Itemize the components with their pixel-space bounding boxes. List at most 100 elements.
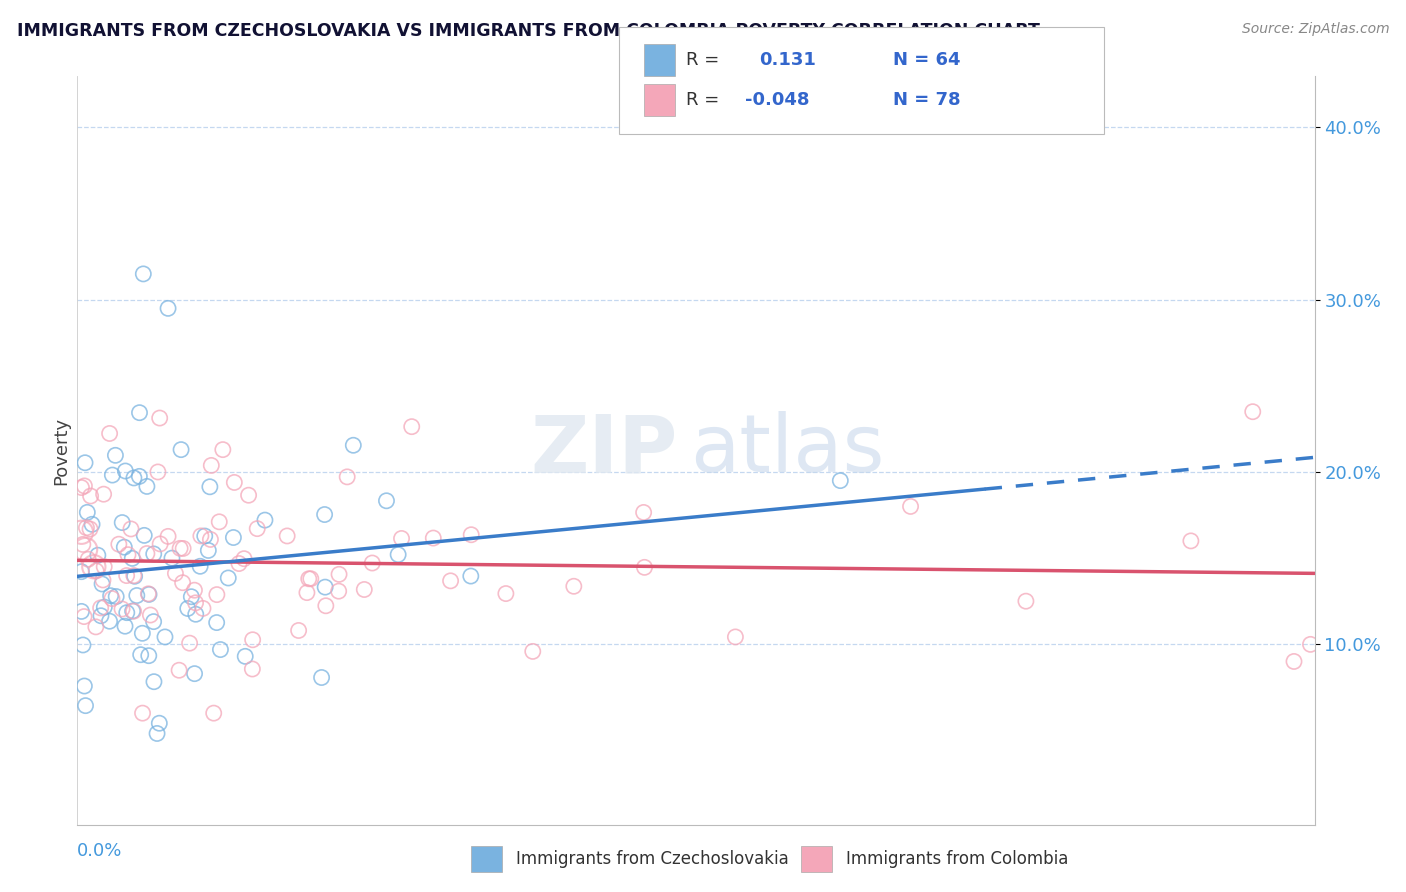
Point — [146, 726, 169, 740]
Point — [142, 615, 165, 629]
Text: 0.0%: 0.0% — [77, 841, 122, 860]
Point — [167, 663, 190, 677]
Point — [131, 626, 153, 640]
Point — [146, 465, 169, 479]
Point — [205, 615, 228, 630]
Point — [222, 531, 245, 545]
Point — [830, 474, 852, 488]
Point — [375, 493, 398, 508]
Point — [633, 560, 655, 574]
Point — [209, 642, 232, 657]
Point — [183, 666, 205, 681]
Point — [115, 568, 138, 582]
Point — [298, 572, 321, 586]
Point — [1299, 637, 1322, 651]
Point — [172, 575, 194, 590]
Point — [93, 600, 115, 615]
Point — [233, 649, 256, 664]
Point — [79, 489, 101, 503]
Point — [180, 590, 202, 604]
Point — [139, 607, 162, 622]
Point — [295, 585, 318, 599]
Point — [104, 448, 127, 462]
Point — [217, 571, 239, 585]
Point — [72, 638, 94, 652]
Point — [125, 589, 148, 603]
Point — [460, 569, 482, 583]
Point — [138, 587, 160, 601]
Point — [233, 551, 256, 566]
Text: R =: R = — [686, 91, 725, 109]
Point — [128, 469, 150, 483]
Point — [422, 531, 444, 545]
Point — [240, 662, 263, 676]
Point — [72, 537, 94, 551]
Point — [342, 438, 364, 452]
Point — [224, 475, 246, 490]
Point — [183, 583, 205, 598]
Point — [91, 577, 114, 591]
Point — [153, 630, 176, 644]
Point — [276, 529, 298, 543]
Point — [900, 500, 922, 514]
Point — [135, 479, 157, 493]
Text: -0.048: -0.048 — [745, 91, 810, 109]
Point — [93, 487, 115, 501]
Point — [177, 601, 200, 615]
Point — [314, 580, 336, 594]
Point — [198, 480, 221, 494]
Point — [121, 551, 143, 566]
Point — [211, 442, 233, 457]
Point — [76, 505, 98, 519]
Point — [132, 267, 155, 281]
Point — [160, 551, 183, 566]
Point — [169, 541, 191, 556]
Point — [73, 679, 96, 693]
Point — [134, 528, 156, 542]
Point — [138, 648, 160, 663]
Point — [194, 529, 217, 543]
Point — [100, 589, 122, 603]
Point — [188, 559, 211, 574]
Point — [246, 522, 269, 536]
Point — [75, 698, 97, 713]
Point — [108, 537, 131, 551]
Point — [522, 644, 544, 658]
Text: Source: ZipAtlas.com: Source: ZipAtlas.com — [1241, 22, 1389, 37]
Point — [1015, 594, 1038, 608]
Point — [84, 620, 107, 634]
Point — [121, 604, 143, 618]
Point — [315, 599, 337, 613]
Point — [117, 548, 139, 562]
Point — [311, 671, 333, 685]
Point — [84, 564, 107, 578]
Point — [191, 601, 214, 615]
Point — [202, 706, 225, 720]
Text: ZIP: ZIP — [530, 411, 678, 490]
Text: R =: R = — [686, 51, 720, 69]
Point — [314, 508, 336, 522]
Point — [328, 567, 350, 582]
Point — [114, 464, 136, 478]
Point — [101, 591, 124, 606]
Point — [495, 586, 517, 600]
Point — [170, 442, 193, 457]
Point — [111, 602, 134, 616]
Point — [179, 636, 201, 650]
Point — [353, 582, 375, 597]
Point — [90, 608, 112, 623]
Point — [387, 548, 409, 562]
Point — [142, 547, 165, 561]
Point — [73, 609, 96, 624]
Point — [200, 458, 222, 473]
Point — [184, 607, 207, 622]
Point — [111, 516, 134, 530]
Point — [114, 619, 136, 633]
Point — [124, 569, 146, 583]
Point — [633, 505, 655, 519]
Point — [98, 614, 121, 628]
Point — [122, 568, 145, 582]
Point — [73, 456, 96, 470]
Point — [328, 584, 350, 599]
Point — [112, 540, 135, 554]
